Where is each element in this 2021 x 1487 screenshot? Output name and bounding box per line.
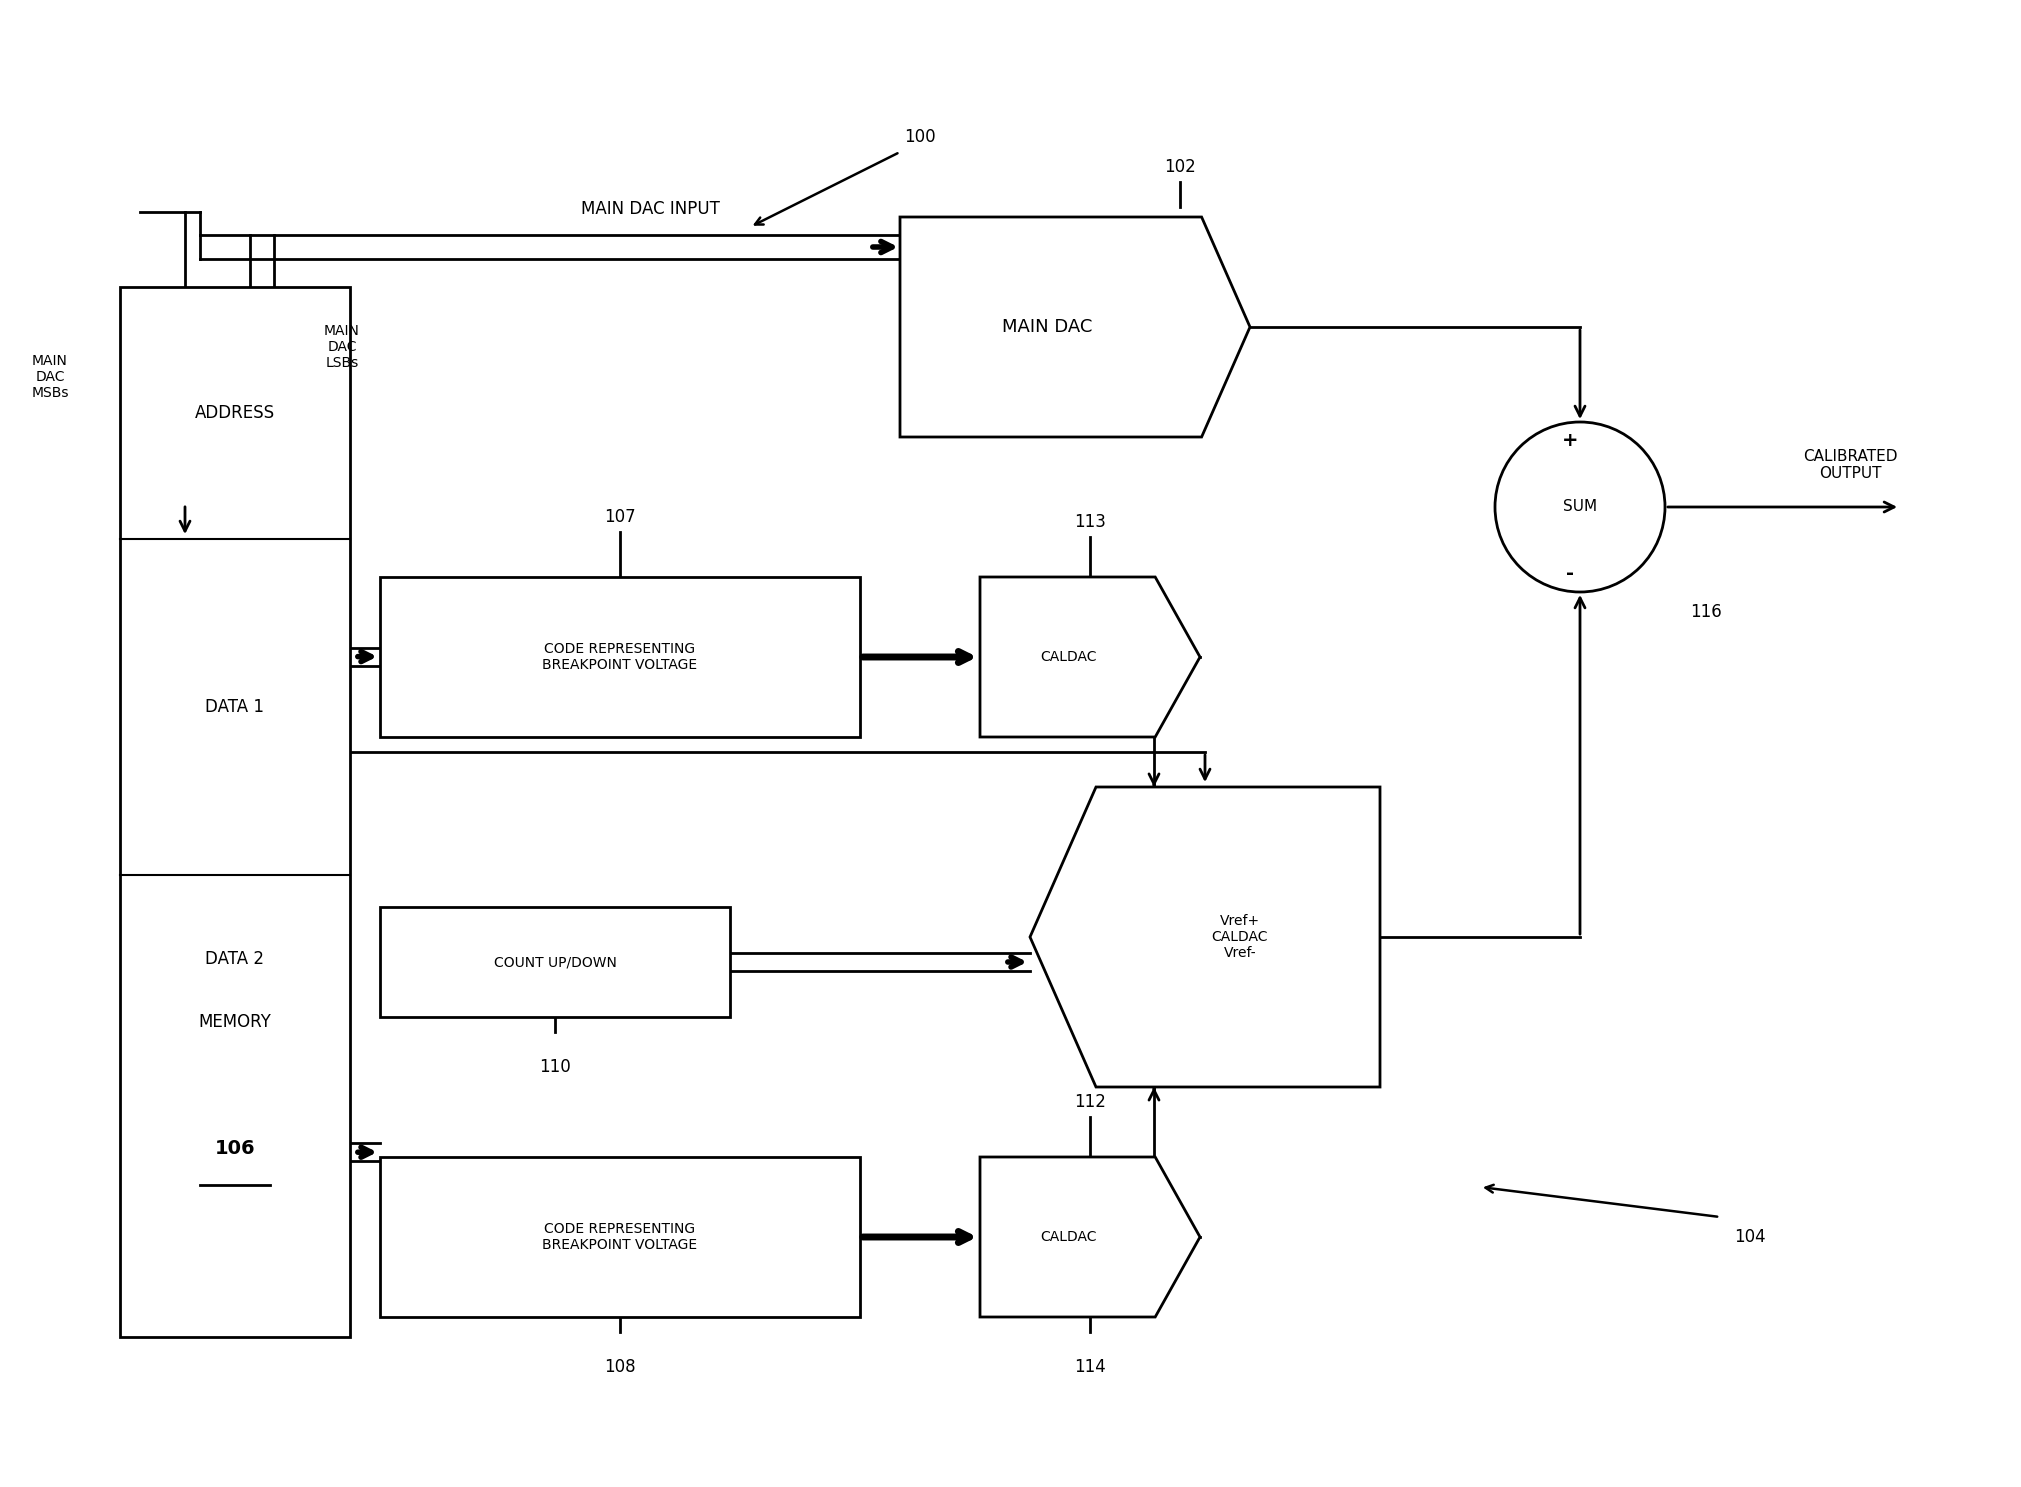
Polygon shape: [980, 577, 1200, 738]
Circle shape: [1496, 422, 1665, 592]
Text: DATA 1: DATA 1: [206, 697, 265, 717]
Polygon shape: [1031, 787, 1380, 1087]
Text: 104: 104: [1734, 1228, 1766, 1246]
Text: CALDAC: CALDAC: [1039, 650, 1095, 665]
Text: DATA 2: DATA 2: [206, 950, 265, 968]
Text: +: +: [1562, 431, 1578, 449]
Text: MAIN DAC INPUT: MAIN DAC INPUT: [580, 199, 719, 219]
Polygon shape: [899, 217, 1251, 437]
Text: 107: 107: [604, 509, 637, 526]
Text: 100: 100: [903, 128, 936, 146]
Text: CALDAC: CALDAC: [1039, 1230, 1095, 1245]
Bar: [380, 577, 861, 738]
Text: MAIN
DAC
MSBs: MAIN DAC MSBs: [30, 354, 69, 400]
Text: COUNT UP/DOWN: COUNT UP/DOWN: [493, 955, 616, 970]
Text: 108: 108: [604, 1358, 637, 1375]
Text: MAIN DAC: MAIN DAC: [1002, 318, 1091, 336]
Text: MEMORY: MEMORY: [198, 1013, 271, 1030]
Text: 112: 112: [1073, 1093, 1105, 1111]
Bar: [380, 907, 730, 1017]
Text: 106: 106: [214, 1139, 255, 1157]
Text: ADDRESS: ADDRESS: [194, 404, 275, 422]
Bar: [380, 1157, 861, 1317]
Text: CODE REPRESENTING
BREAKPOINT VOLTAGE: CODE REPRESENTING BREAKPOINT VOLTAGE: [542, 642, 697, 672]
Polygon shape: [980, 1157, 1200, 1317]
Text: 116: 116: [1690, 604, 1722, 622]
Text: Vref+
CALDAC
Vref-: Vref+ CALDAC Vref-: [1213, 915, 1269, 961]
Text: 110: 110: [540, 1057, 570, 1077]
Text: 113: 113: [1073, 513, 1105, 531]
Bar: [119, 287, 350, 1337]
Text: 114: 114: [1073, 1358, 1105, 1375]
Text: MAIN
DAC
LSBs: MAIN DAC LSBs: [323, 324, 360, 370]
Text: 102: 102: [1164, 158, 1196, 175]
Text: SUM: SUM: [1562, 500, 1597, 515]
Text: -: -: [1566, 565, 1574, 583]
Text: CODE REPRESENTING
BREAKPOINT VOLTAGE: CODE REPRESENTING BREAKPOINT VOLTAGE: [542, 1222, 697, 1252]
Text: CALIBRATED
OUTPUT: CALIBRATED OUTPUT: [1803, 449, 1898, 482]
